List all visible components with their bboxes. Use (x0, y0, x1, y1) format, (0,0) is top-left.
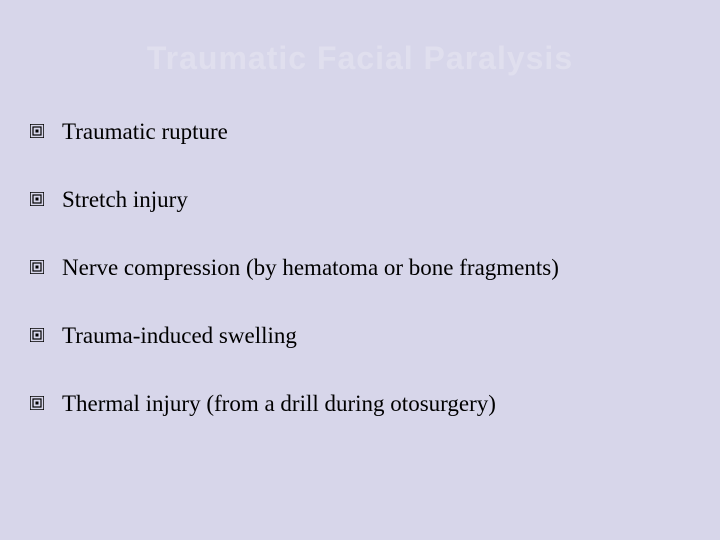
square-bullet-icon (30, 396, 44, 410)
bullet-text: Thermal injury (from a drill during otos… (62, 389, 496, 419)
bullet-text: Trauma-induced swelling (62, 321, 297, 351)
bullet-list: Traumatic rupture Stretch injury Nerve c… (20, 117, 700, 418)
slide-title: Traumatic Facial Paralysis (20, 40, 700, 77)
bullet-text: Stretch injury (62, 185, 188, 215)
bullet-text: Traumatic rupture (62, 117, 228, 147)
list-item: Trauma-induced swelling (30, 321, 700, 351)
list-item: Nerve compression (by hematoma or bone f… (30, 253, 700, 283)
slide-container: Traumatic Facial Paralysis Traumatic rup… (0, 0, 720, 540)
bullet-text: Nerve compression (by hematoma or bone f… (62, 253, 559, 283)
list-item: Traumatic rupture (30, 117, 700, 147)
square-bullet-icon (30, 260, 44, 274)
square-bullet-icon (30, 328, 44, 342)
square-bullet-icon (30, 192, 44, 206)
list-item: Thermal injury (from a drill during otos… (30, 389, 700, 419)
list-item: Stretch injury (30, 185, 700, 215)
square-bullet-icon (30, 124, 44, 138)
